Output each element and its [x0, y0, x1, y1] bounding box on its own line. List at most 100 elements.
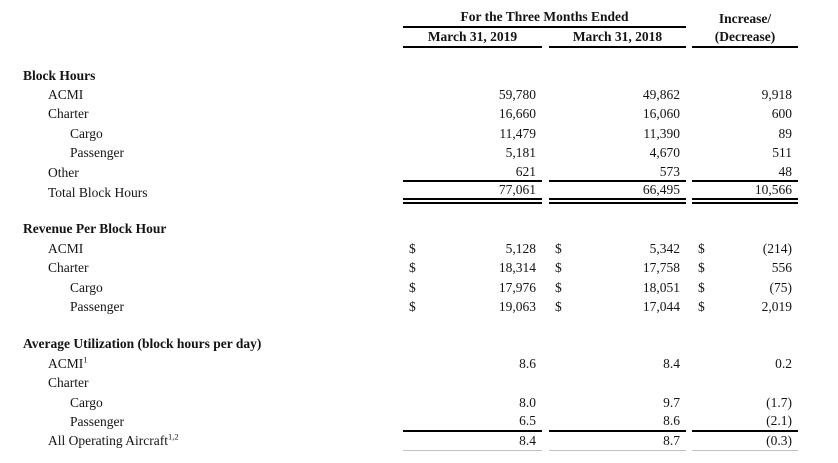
cell-change: 0.2 [775, 355, 792, 371]
row-label: All Operating Aircraft1,2 [0, 433, 403, 449]
cell-2018: 8.7 [549, 432, 686, 452]
cell-2019: $17,976 [403, 278, 542, 297]
cell-value: (75) [769, 279, 793, 295]
dollar-sign: $ [409, 279, 416, 295]
dollar-sign: $ [555, 279, 562, 295]
cell-2019: 6.5 [403, 412, 542, 432]
cell-2019: 8.4 [403, 432, 542, 452]
table-row: Other 621 573 48 [0, 163, 838, 183]
column-gap [542, 354, 549, 373]
column-gap [542, 28, 549, 48]
cell-2019: 59,780 [498, 87, 536, 103]
dollar-sign: $ [409, 260, 416, 276]
cell-value: 556 [771, 260, 792, 276]
row-label: ACMI [48, 240, 84, 256]
cell-value: 18,051 [642, 279, 680, 295]
column-gap [542, 259, 549, 278]
section-title-block-hours: Block Hours [23, 67, 96, 83]
column-gap [542, 432, 549, 451]
cell-value: 17,044 [642, 298, 680, 314]
cell-change: 48 [692, 163, 798, 183]
cell-change: 89 [778, 125, 793, 141]
cell-change: $2,019 [692, 297, 798, 316]
row-label: ACMI1 [0, 354, 403, 372]
row-label-text: ACMI [48, 355, 84, 371]
cell-2018: 8.4 [663, 355, 680, 371]
footnote-superscript: 1 [83, 354, 88, 365]
section-title-row: Revenue Per Block Hour [0, 220, 838, 239]
cell-value: 18,314 [498, 260, 536, 276]
cell-2018: $17,758 [549, 259, 686, 278]
cell-value: 19,063 [498, 298, 536, 314]
row-label: Cargo [70, 394, 103, 410]
column-gap [542, 297, 549, 316]
row-label: Charter [48, 375, 89, 391]
table-row-total: Total Block Hours 77,061 66,495 10,566 [0, 182, 838, 205]
section-title-average-utilization: Average Utilization (block hours per day… [23, 336, 262, 352]
footnote-superscript: 1,2 [167, 431, 179, 442]
column-gap [542, 412, 549, 431]
cell-change: (0.3) [692, 432, 798, 452]
table-row: Cargo $17,976 $18,051 $ (75) [0, 278, 838, 297]
cell-2018: $17,044 [549, 297, 686, 316]
cell-2019: $19,063 [403, 297, 542, 316]
cell-2018: 49,862 [642, 87, 680, 103]
cell-2019 [403, 373, 542, 392]
cell-value: (214) [762, 240, 792, 256]
row-label: ACMI [48, 87, 84, 103]
cell-2018: $5,342 [549, 239, 686, 258]
row-label: Passenger [70, 145, 124, 161]
row-label: Charter [48, 106, 89, 122]
column-gap [542, 124, 549, 143]
table-row: ACMI1 8.6 8.4 0.2 [0, 354, 838, 373]
column-gap [542, 373, 549, 392]
dollar-sign: $ [409, 298, 416, 314]
cell-value: 2,019 [761, 298, 792, 314]
cell-2018: 4,670 [649, 145, 680, 161]
table-header-row-2: March 31, 2019 March 31, 2018 (Decrease) [0, 28, 838, 48]
column-gap [542, 144, 549, 163]
table-row: Charter 16,660 16,060 600 [0, 105, 838, 124]
column-gap [542, 163, 549, 182]
dollar-sign: $ [555, 298, 562, 314]
table-row: Cargo 11,479 11,390 89 [0, 124, 838, 143]
cell-change: (1.7) [766, 394, 792, 410]
change-header-line2: (Decrease) [692, 28, 798, 48]
table-row: Cargo 8.0 9.7 (1.7) [0, 393, 838, 412]
row-label: Other [48, 164, 79, 180]
cell-change: 9,918 [761, 87, 792, 103]
section-gap [0, 317, 838, 335]
table-row-total: All Operating Aircraft1,2 8.4 8.7 (0.3) [0, 432, 838, 452]
table-row: Charter [0, 373, 838, 392]
period-group-header: For the Three Months Ended [403, 6, 686, 28]
row-label: Passenger [70, 298, 124, 314]
dollar-sign: $ [698, 260, 705, 276]
column-gap [542, 278, 549, 297]
change-header-line1: Increase/ [718, 11, 772, 26]
cell-change: $556 [692, 259, 798, 278]
cell-change: (2.1) [692, 412, 798, 432]
column-gap [542, 182, 549, 204]
row-label: Cargo [70, 279, 103, 295]
cell-2019: $18,314 [403, 259, 542, 278]
table-row: ACMI 59,780 49,862 9,918 [0, 85, 838, 104]
dollar-sign: $ [555, 240, 562, 256]
cell-2018: 8.6 [549, 412, 686, 432]
cell-change: $ (214) [692, 239, 798, 258]
column-header-2019: March 31, 2019 [403, 28, 542, 48]
section-title-row: Block Hours [0, 66, 838, 85]
row-label: Charter [48, 260, 89, 276]
dollar-sign: $ [698, 279, 705, 295]
section-gap [0, 48, 838, 66]
cell-2019: 77,061 [403, 182, 542, 205]
table-row: Passenger 5,181 4,670 511 [0, 144, 838, 163]
section-title-revenue-per-block-hour: Revenue Per Block Hour [23, 221, 167, 237]
table-row: Passenger $19,063 $17,044 $2,019 [0, 297, 838, 316]
cell-value: 5,342 [649, 240, 680, 256]
dollar-sign: $ [409, 240, 416, 256]
row-label: Cargo [70, 125, 103, 141]
table-row: Charter $18,314 $17,758 $556 [0, 259, 838, 278]
table-row: Passenger 6.5 8.6 (2.1) [0, 412, 838, 432]
cell-2019: 621 [403, 163, 542, 183]
